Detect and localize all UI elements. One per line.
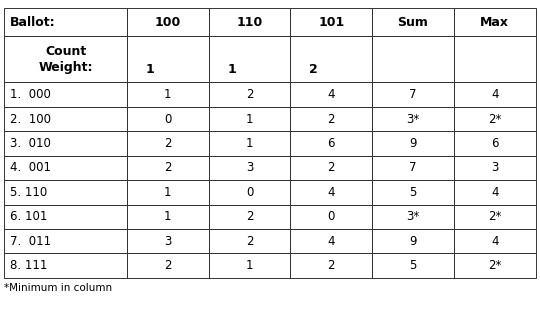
Text: Sum: Sum — [397, 15, 429, 29]
Text: 4.  001: 4. 001 — [10, 161, 51, 174]
Text: *Minimum in column: *Minimum in column — [4, 283, 112, 293]
Text: 4: 4 — [491, 235, 498, 248]
Text: 3*: 3* — [407, 210, 420, 223]
Text: 9: 9 — [409, 235, 417, 248]
Text: 4: 4 — [491, 186, 498, 199]
Text: 2*: 2* — [488, 259, 502, 272]
Text: 2: 2 — [309, 63, 318, 76]
Text: Count
Weight:: Count Weight: — [38, 45, 93, 73]
Text: 4: 4 — [328, 186, 335, 199]
Text: 2: 2 — [328, 259, 335, 272]
Text: 2: 2 — [164, 137, 172, 150]
Text: 3*: 3* — [407, 112, 420, 126]
Text: 110: 110 — [237, 15, 262, 29]
Text: 2: 2 — [164, 161, 172, 174]
Text: 6: 6 — [328, 137, 335, 150]
Text: 7.  011: 7. 011 — [10, 235, 51, 248]
Text: 6: 6 — [491, 137, 498, 150]
Text: 7: 7 — [409, 161, 417, 174]
Text: 5: 5 — [409, 259, 417, 272]
Text: 2*: 2* — [488, 112, 502, 126]
Text: 3.  010: 3. 010 — [10, 137, 51, 150]
Text: 3: 3 — [246, 161, 253, 174]
Text: 101: 101 — [318, 15, 345, 29]
Text: 4: 4 — [491, 88, 498, 101]
Text: 5: 5 — [409, 186, 417, 199]
Text: 2*: 2* — [488, 210, 502, 223]
Text: 1.  000: 1. 000 — [10, 88, 51, 101]
Text: 0: 0 — [164, 112, 172, 126]
Text: 8. 111: 8. 111 — [10, 259, 47, 272]
Text: 100: 100 — [154, 15, 181, 29]
Text: 2: 2 — [246, 88, 253, 101]
Text: 5. 110: 5. 110 — [10, 186, 47, 199]
Text: 1: 1 — [164, 210, 172, 223]
Text: 1: 1 — [164, 186, 172, 199]
Text: 0: 0 — [328, 210, 335, 223]
Text: 1: 1 — [227, 63, 236, 76]
Text: 6. 101: 6. 101 — [10, 210, 47, 223]
Text: 1: 1 — [246, 112, 253, 126]
Text: 3: 3 — [164, 235, 172, 248]
Text: 3: 3 — [491, 161, 498, 174]
Text: 1: 1 — [145, 63, 154, 76]
Text: 2: 2 — [328, 112, 335, 126]
Text: 0: 0 — [246, 186, 253, 199]
Text: 1: 1 — [246, 259, 253, 272]
Text: 1: 1 — [164, 88, 172, 101]
Text: Ballot:: Ballot: — [10, 15, 55, 29]
Text: 4: 4 — [328, 88, 335, 101]
Text: 4: 4 — [328, 235, 335, 248]
Text: 9: 9 — [409, 137, 417, 150]
Text: 2: 2 — [328, 161, 335, 174]
Text: 2.  100: 2. 100 — [10, 112, 51, 126]
Text: 1: 1 — [246, 137, 253, 150]
Text: Max: Max — [480, 15, 509, 29]
Text: 2: 2 — [246, 235, 253, 248]
Text: 2: 2 — [246, 210, 253, 223]
Text: 7: 7 — [409, 88, 417, 101]
Text: 2: 2 — [164, 259, 172, 272]
